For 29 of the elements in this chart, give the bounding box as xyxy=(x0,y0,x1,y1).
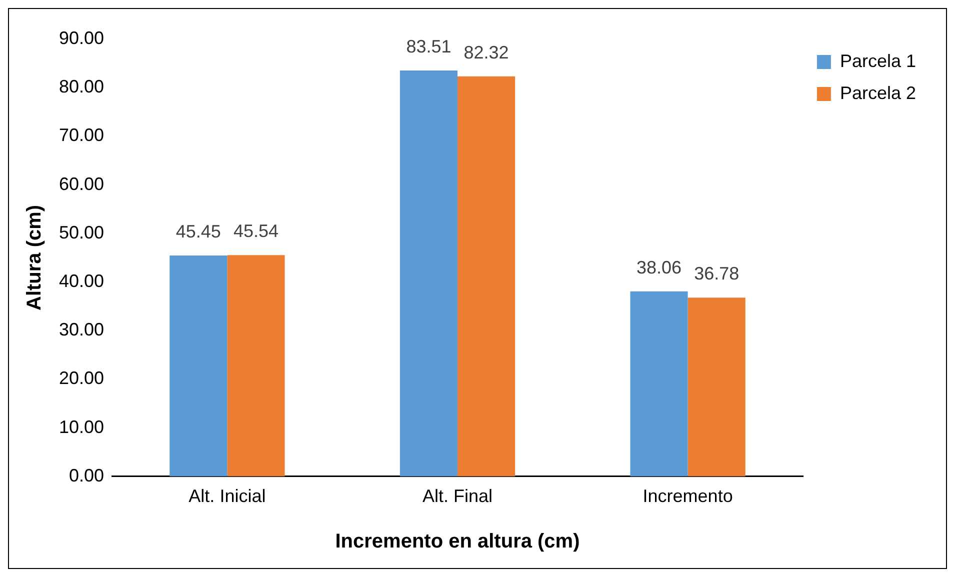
bar xyxy=(458,76,516,476)
legend-label: Parcela 1 xyxy=(840,50,916,71)
y-tick-label: 60.00 xyxy=(58,174,104,194)
bar xyxy=(400,70,458,476)
y-tick-label: 30.00 xyxy=(58,320,104,340)
x-tick-label: Alt. Inicial xyxy=(188,486,266,506)
data-label: 45.54 xyxy=(233,221,279,242)
y-tick-label: 50.00 xyxy=(58,222,104,242)
data-label: 36.78 xyxy=(694,264,740,284)
bar xyxy=(630,291,688,476)
data-label: 83.51 xyxy=(406,36,452,57)
data-label: 38.06 xyxy=(636,257,682,278)
y-tick-label: 10.00 xyxy=(58,416,104,437)
bar xyxy=(227,255,285,476)
legend-label: Parcela 2 xyxy=(840,82,916,103)
bar xyxy=(688,298,746,476)
x-tick-label: Alt. Final xyxy=(422,486,493,506)
data-label: 45.45 xyxy=(176,221,221,242)
bar xyxy=(170,256,228,476)
y-axis-title: Altura (cm) xyxy=(24,204,46,310)
x-axis-title: Incremento en altura (cm) xyxy=(335,530,580,553)
y-tick-label: 90.00 xyxy=(58,28,104,48)
y-tick-label: 20.00 xyxy=(58,368,104,388)
y-tick-label: 80.00 xyxy=(58,76,104,97)
x-tick-label: Incremento xyxy=(642,486,733,506)
y-tick-label: 40.00 xyxy=(58,270,104,291)
y-tick-label: 0.00 xyxy=(68,465,104,486)
y-tick-label: 70.00 xyxy=(58,125,104,146)
data-label: 82.32 xyxy=(464,42,509,62)
